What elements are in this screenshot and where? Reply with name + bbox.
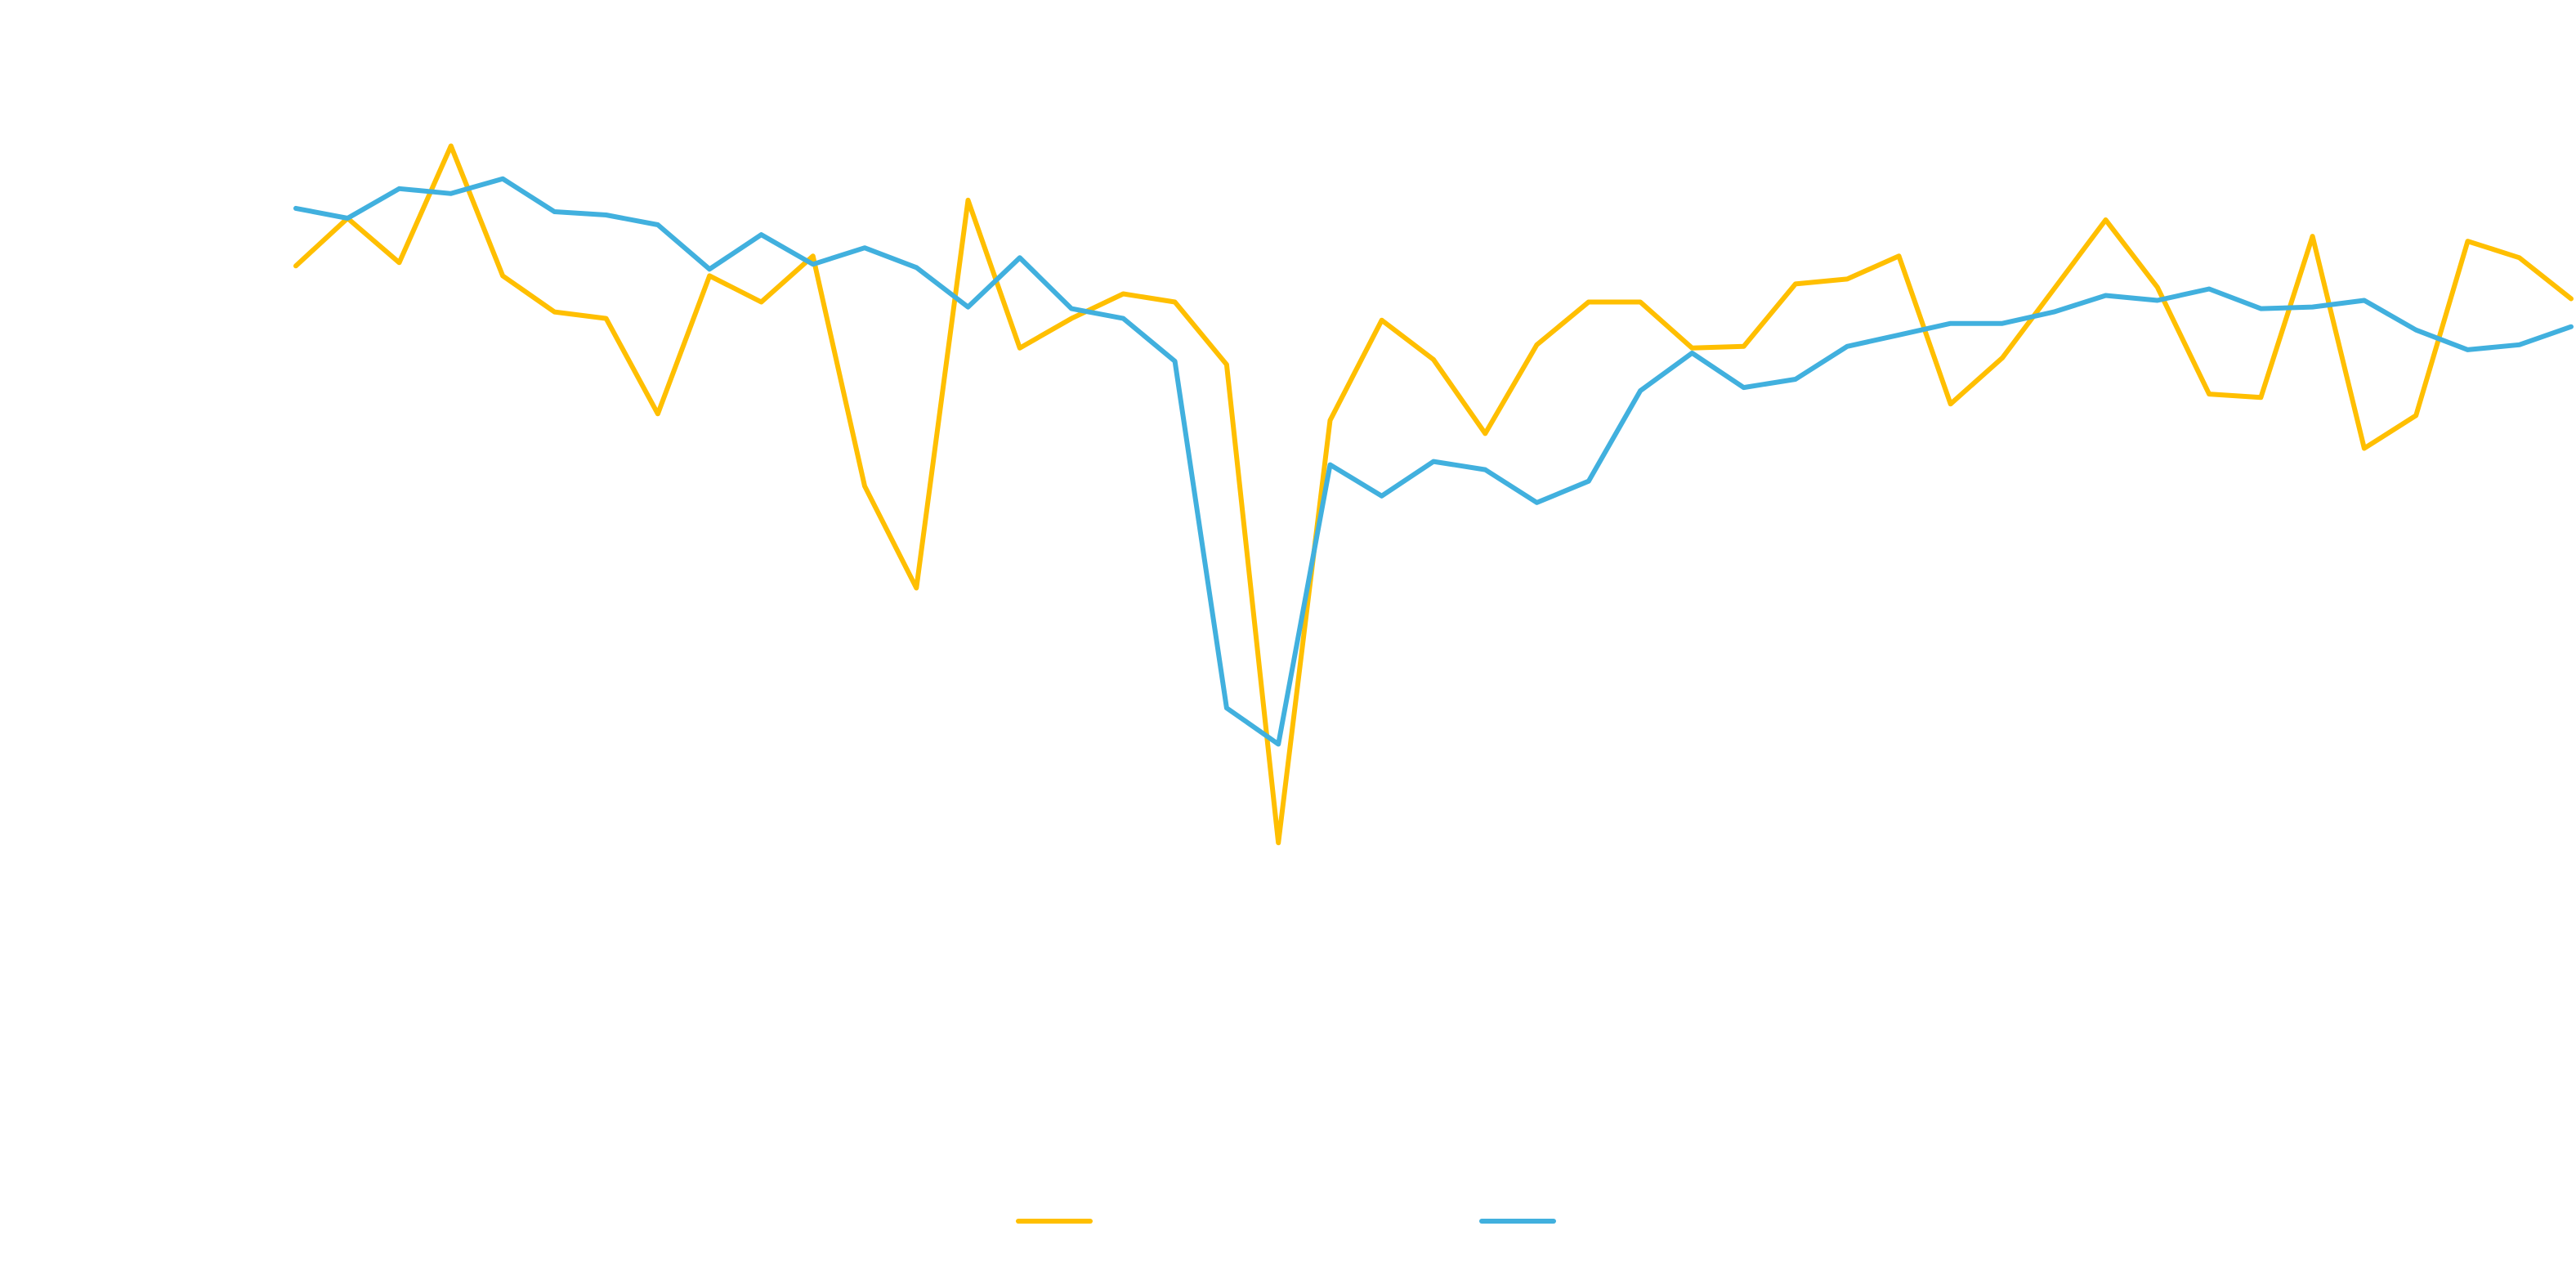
series-line [293, 176, 2574, 747]
series-line [293, 143, 2574, 846]
